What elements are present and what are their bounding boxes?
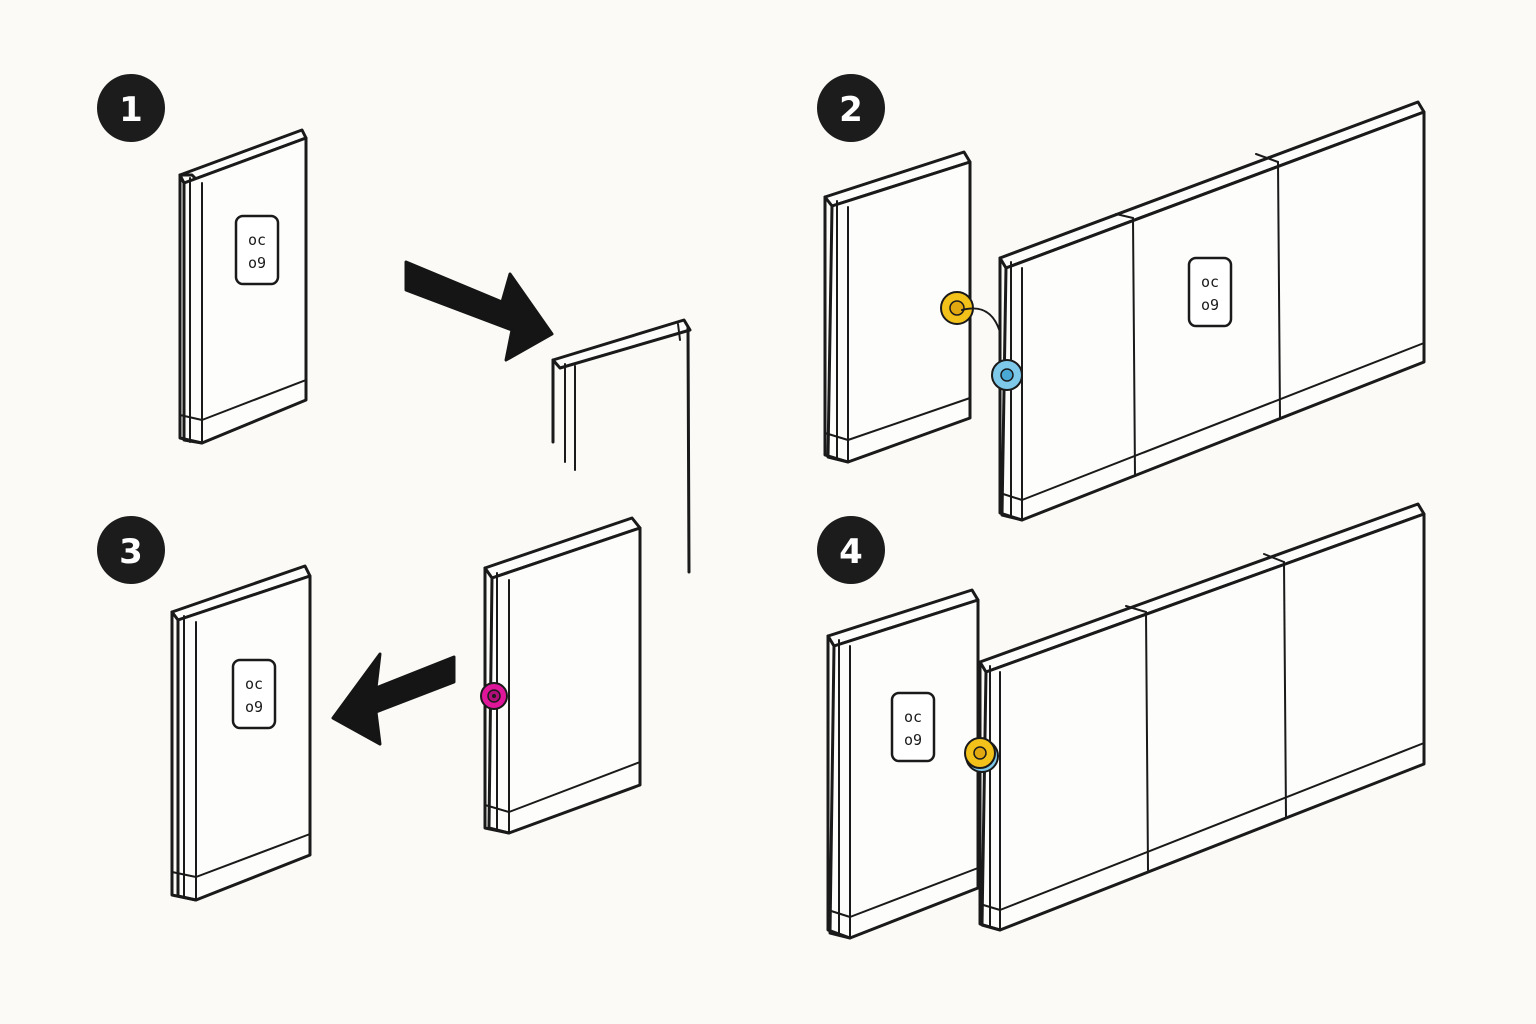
outlet-icon: [1187, 256, 1233, 328]
step-badge-3: 3: [97, 516, 165, 584]
step2-triple-panel: [991, 100, 1426, 522]
step4-left-panel: [826, 588, 980, 940]
svg-text:4: 4: [839, 532, 863, 572]
step4-triple-panel: [964, 502, 1426, 932]
knob-icon: [964, 737, 999, 773]
svg-text:1: 1: [119, 90, 143, 130]
step-badge-1: 1: [97, 74, 165, 142]
magenta-knob-panel: [480, 516, 642, 835]
knob-icon: [991, 359, 1023, 391]
knob-icon: [480, 682, 508, 710]
arrow-left-icon: [331, 652, 456, 746]
step-badge-2: 2: [817, 74, 885, 142]
svg-text:3: 3: [119, 532, 143, 572]
outlet-icon: [890, 691, 936, 763]
svg-text:2: 2: [839, 90, 863, 130]
step-badge-4: 4: [817, 516, 885, 584]
outlet-icon: [234, 214, 280, 286]
step3-panel: [170, 564, 312, 902]
folding-panel: [551, 318, 692, 574]
arrow-right-icon: [404, 260, 554, 362]
step1-panel: [178, 128, 308, 445]
step2-left-panel: [823, 150, 1001, 464]
outlet-icon: [231, 658, 277, 730]
